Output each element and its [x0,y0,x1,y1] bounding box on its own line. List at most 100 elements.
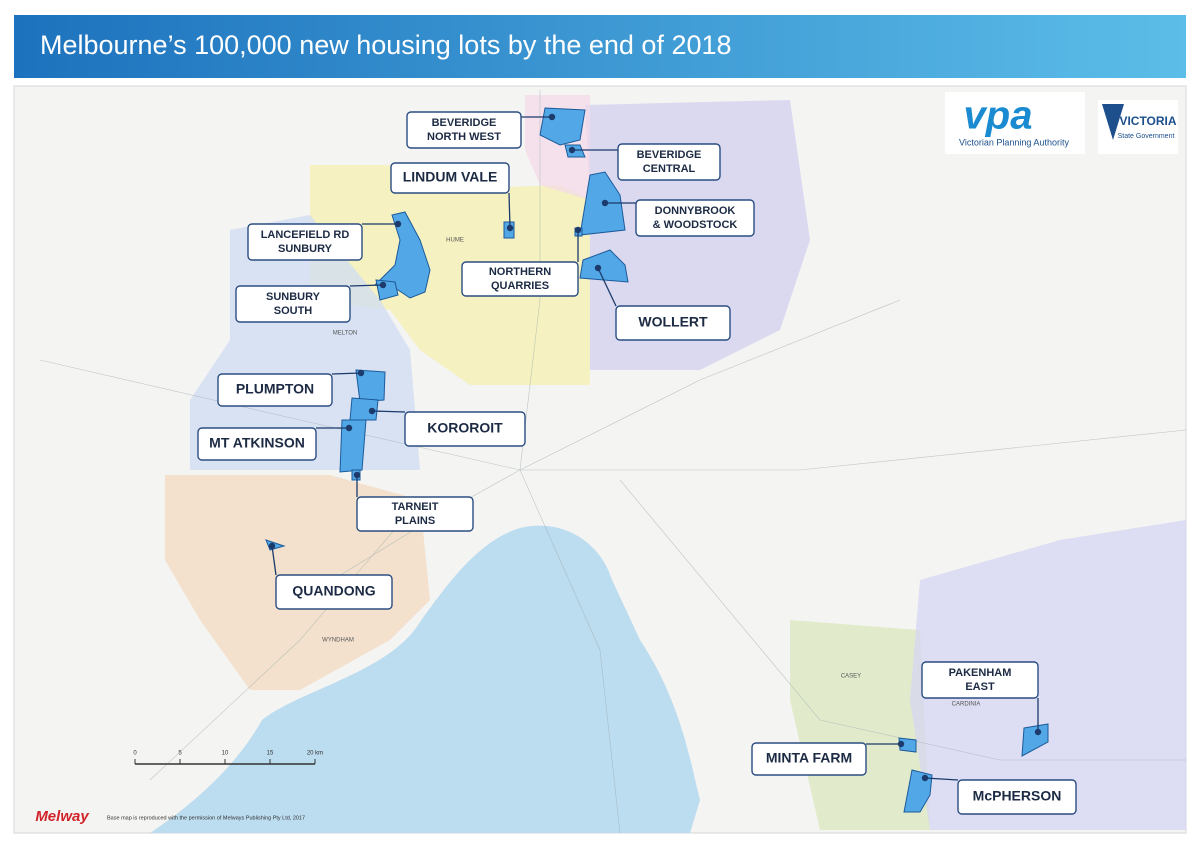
label-text: TARNEIT [392,501,439,513]
casey-region [790,620,930,830]
region-name: CARDINIA [952,702,981,708]
scale-label: 15 [267,751,274,757]
label-text: WOLLERT [638,314,708,330]
precinct-area [349,397,379,421]
label-box [615,305,731,341]
precinct-dot [594,264,602,272]
label-box [390,162,510,194]
precinct-dot [1034,728,1042,736]
label-text: EAST [965,681,995,693]
label-box [356,496,474,532]
hume-region [310,165,590,385]
label-text: QUARRIES [491,280,549,292]
scale-label: 10 [222,751,229,757]
label-text: MINTA FARM [766,750,852,766]
label-text: CENTRAL [643,163,696,175]
vpa-name: Victorian Planning Authority [959,137,1069,147]
label-box [235,285,351,323]
precinct-area [373,211,431,299]
precinct-area [1021,723,1049,757]
precinct-dot [394,220,402,228]
label-text: SUNBURY [266,291,321,303]
label-text: LANCEFIELD RD [261,229,350,241]
label-text: PLAINS [395,515,435,527]
vpa-logo-bg [945,92,1085,154]
precinct-dot [574,226,582,234]
precinct-area [579,249,629,283]
label-box [275,574,393,610]
region-name: WYNDHAM [322,638,354,644]
precinct-dot [921,774,929,782]
precinct-dot [357,369,365,377]
label-text: DONNYBROOK [655,205,736,217]
precinct-dot [368,407,376,415]
title-banner [14,15,1186,78]
scale-label: 5 [178,751,182,757]
label-box [406,111,522,149]
label-box [217,373,333,407]
label-box [751,742,867,776]
region-name: HUME [446,238,464,244]
scale-label: 0 [133,751,137,757]
label-box [635,199,755,237]
region-names: HUME MELTON WYNDHAM CASEY CARDINIA [322,238,980,708]
cardinia-region [910,520,1186,830]
label-text: KOROROIT [427,420,503,436]
credit: Base map is reproduced with the permissi… [107,815,305,821]
label-box [247,223,363,261]
label-text: & WOODSTOCK [653,219,738,231]
label-text: SUNBURY [278,243,333,255]
precinct-area [339,419,367,473]
label-box [197,427,317,461]
label-text: PLUMPTON [236,381,314,397]
label-box [957,779,1077,815]
victoria-word: VICTORIA [1119,114,1176,128]
label-text: MT ATKINSON [209,435,305,451]
label-text: NORTH WEST [427,131,501,143]
leader-line [924,777,959,781]
leader-line [331,372,362,375]
label-text: BEVERIDGE [637,149,702,161]
region-name: CASEY [841,674,861,680]
precinct-dot [345,424,353,432]
victoria-logo: VICTORIA State Government [1098,100,1178,154]
leader-line [508,192,511,229]
precinct-labels: BEVERIDGE NORTH WEST BEVERIDGE CENTRAL LINDU… [197,111,1077,815]
precinct-dot [268,542,276,550]
label-text: PAKENHAM [949,667,1012,679]
label-box [404,411,526,447]
precinct-dot [897,740,905,748]
precinct-area [355,369,386,403]
victoria-sub: State Government [1118,133,1175,140]
victoria-triangle [1102,104,1124,140]
label-text: SOUTH [274,305,313,317]
leader-line [349,284,384,287]
label-text: LINDUM VALE [403,169,498,185]
precinct-dot [568,146,576,154]
precinct-dot [548,113,556,121]
label-box [921,661,1039,699]
precinct-dot [601,199,609,207]
leader-line [371,410,406,413]
vpa-mark: vpa [964,94,1033,138]
label-text: NORTHERN [489,266,551,278]
scale-bar: 0 5 10 15 20 km [133,751,323,765]
title: Melbourne’s 100,000 new housing lots by … [40,30,732,60]
label-text: QUANDONG [292,583,375,599]
precinct-dot [506,224,514,232]
precinct-dot [379,281,387,289]
scale-label: 20 km [307,751,323,757]
label-text: BEVERIDGE [432,117,497,129]
port-phillip-bay [150,525,700,833]
region-name: MELTON [333,331,357,337]
vpa-logo: vpa Victorian Planning Authority [945,92,1085,154]
melway-brand: Melway [35,808,89,825]
leader-line [271,545,277,576]
label-text: McPHERSON [973,788,1062,804]
precinct-dot [353,471,361,479]
leader-line [597,267,617,307]
label-box [617,143,721,181]
